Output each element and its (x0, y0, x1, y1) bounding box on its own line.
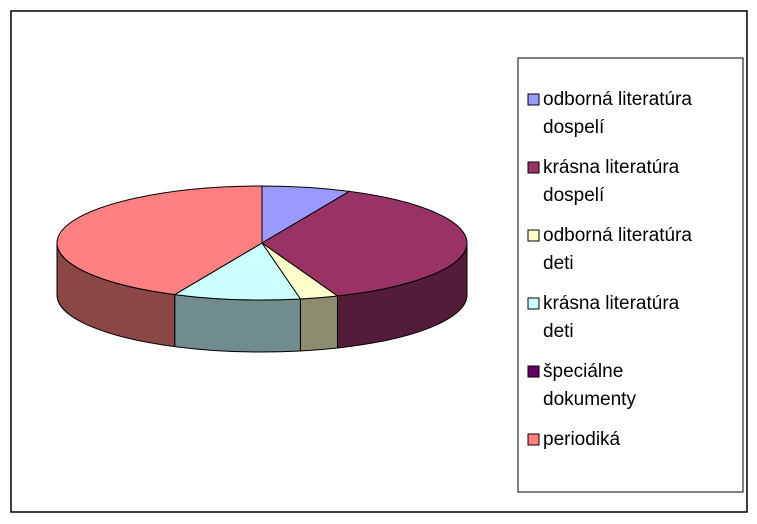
pie-slice (173, 242, 302, 301)
legend-swatch (527, 297, 540, 310)
legend-swatch (527, 93, 540, 106)
legend-box (517, 57, 744, 493)
pie-slice (261, 190, 468, 297)
legend: odborná literatúra dospelí krásna literatú… (527, 89, 692, 450)
pie-slice (56, 185, 263, 296)
pie-wall (174, 294, 301, 353)
pie-tops (56, 185, 468, 301)
pie-wall (299, 295, 338, 352)
legend-label: odborná literatúra dospelí (543, 89, 692, 138)
legend-swatch (527, 433, 540, 446)
legend-label: odborná literatúra deti (543, 225, 692, 274)
legend-label: krásna literatúra dospelí (543, 157, 680, 206)
legend-swatch (527, 161, 540, 174)
legend-label: periodiká (543, 429, 621, 450)
legend-swatch (527, 229, 540, 242)
legend-swatch (527, 365, 540, 378)
legend-label: krásna literatúra deti (543, 293, 680, 342)
legend-label: špeciálne dokumenty (543, 361, 636, 410)
